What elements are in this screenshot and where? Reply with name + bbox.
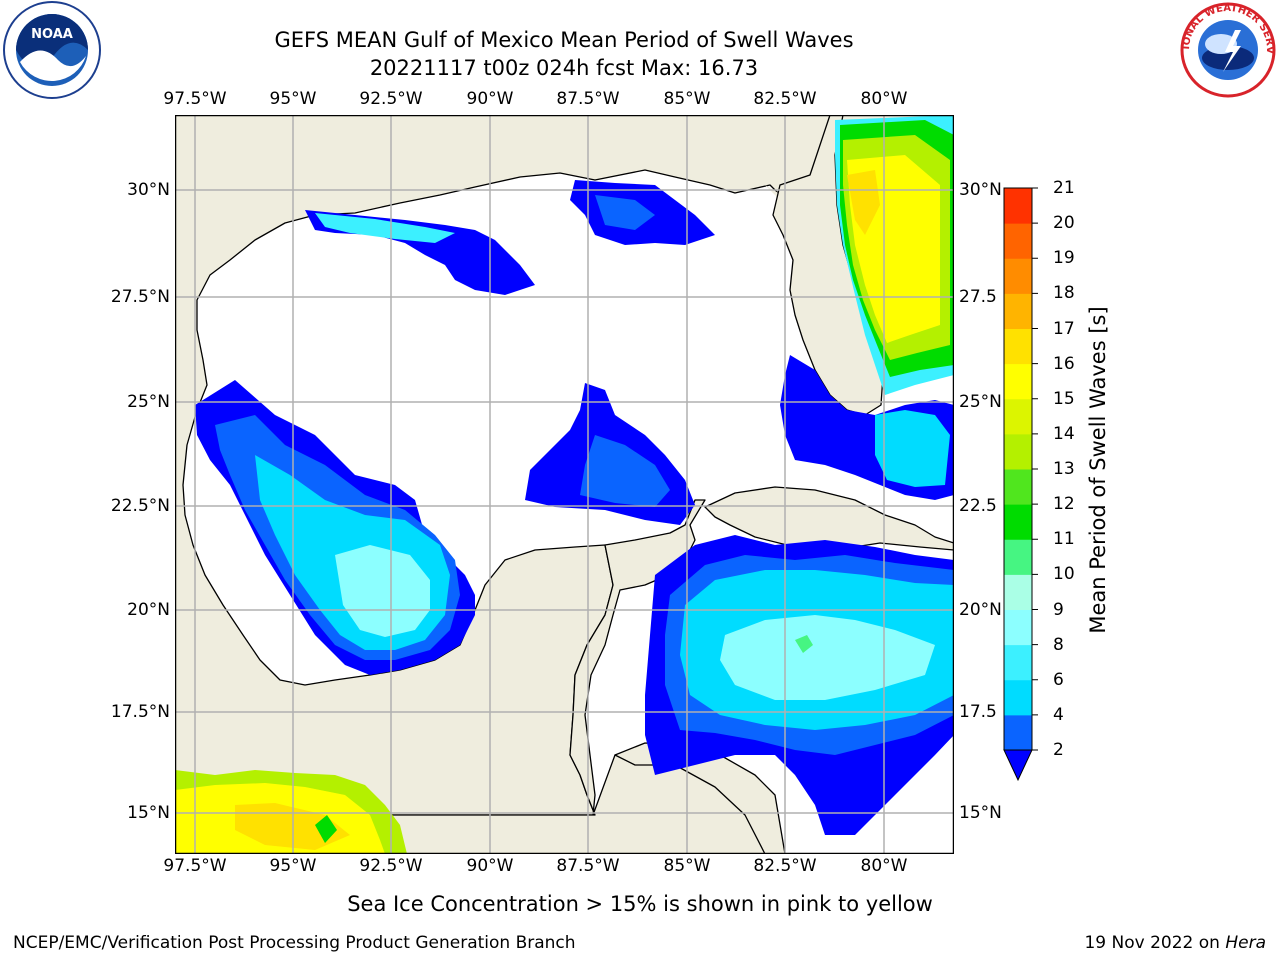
lon-tick-top: 85°W bbox=[663, 89, 711, 109]
colorbar-tick-label: 2 bbox=[1053, 740, 1064, 760]
lon-tick-bottom: 82.5°W bbox=[753, 856, 817, 876]
colorbar-tick-label: 10 bbox=[1053, 564, 1075, 585]
map-panel bbox=[175, 115, 954, 854]
colorbar-tick-label: 11 bbox=[1053, 529, 1075, 550]
colorbar-title: Mean Period of Swell Waves [s] bbox=[1086, 306, 1110, 634]
footer-date: 19 Nov 2022 on Hera bbox=[1084, 932, 1266, 954]
lon-tick-bottom: 95°W bbox=[269, 856, 317, 876]
lon-tick-top: 92.5°W bbox=[359, 89, 423, 109]
lon-tick-bottom: 85°W bbox=[663, 856, 711, 876]
lat-tick-right: 15°N bbox=[959, 803, 1002, 823]
colorbar-extend-min bbox=[1003, 749, 1033, 782]
colorbar-swatch bbox=[1004, 258, 1032, 294]
lat-tick-left: 25°N bbox=[127, 392, 170, 412]
lat-tick-right: 22.5 bbox=[959, 496, 997, 516]
lon-tick-top: 90°W bbox=[466, 89, 514, 109]
lat-tick-left: 27.5°N bbox=[110, 287, 170, 307]
graticule bbox=[175, 115, 954, 854]
lon-tick-bottom: 90°W bbox=[466, 856, 514, 876]
colorbar-swatch bbox=[1004, 679, 1032, 716]
lat-tick-right: 17.5 bbox=[959, 702, 997, 722]
footer-credit: NCEP/EMC/Verification Post Processing Pr… bbox=[13, 933, 576, 953]
swell-contour-central-inner bbox=[580, 435, 670, 507]
lat-tick-left: 30°N bbox=[127, 180, 170, 200]
colorbar-tick-label: 12 bbox=[1053, 494, 1075, 515]
colorbar-swatch bbox=[1004, 469, 1032, 505]
lon-tick-bottom: 97.5°W bbox=[163, 856, 227, 876]
swell-contour-pacific-green bbox=[315, 815, 337, 843]
lat-tick-left: 17.5°N bbox=[110, 702, 170, 722]
chart-title: GEFS MEAN Gulf of Mexico Mean Period of … bbox=[274, 28, 854, 52]
land-yucatan-central-america bbox=[175, 499, 766, 854]
colorbar-tick-label: 13 bbox=[1053, 459, 1075, 479]
lat-tick-left: 15°N bbox=[127, 803, 170, 823]
colorbar-swatch bbox=[1004, 363, 1032, 400]
colorbar-tick-label: 4 bbox=[1053, 704, 1064, 725]
lat-tick-right: 20°N bbox=[959, 600, 1002, 620]
colorbar-tick-label: 20 bbox=[1053, 213, 1075, 234]
colorbar-tick-label: 8 bbox=[1053, 634, 1064, 655]
colorbar-swatch bbox=[1004, 188, 1032, 224]
lon-tick-top: 87.5°W bbox=[556, 89, 620, 109]
colorbar-swatch bbox=[1004, 539, 1032, 575]
colorbar-tick-label: 6 bbox=[1053, 669, 1064, 690]
colorbar-tick-label: 21 bbox=[1053, 178, 1075, 198]
swell-contour-atlantic-gold bbox=[847, 170, 880, 235]
swell-contour-caribbean-9-10 bbox=[795, 635, 813, 653]
land-cuba bbox=[704, 486, 954, 551]
chart-subtitle-forecast: 20221117 t00z 024h fcst Max: 16.73 bbox=[369, 56, 759, 80]
colorbar-tick-label: 9 bbox=[1053, 599, 1064, 620]
colorbar-swatch bbox=[1004, 398, 1032, 435]
map-frame bbox=[175, 115, 954, 854]
colorbar-tick-label: 14 bbox=[1053, 423, 1075, 444]
lon-tick-top: 97.5°W bbox=[163, 89, 227, 109]
colorbar-tick-label: 17 bbox=[1053, 318, 1075, 339]
colorbar-swatch bbox=[1004, 504, 1032, 540]
footer-date-text: 19 Nov 2022 on bbox=[1084, 933, 1226, 953]
colorbar-tick-label: 15 bbox=[1053, 388, 1075, 409]
swell-contour-north-west-inner bbox=[315, 213, 455, 243]
lat-tick-left: 22.5°N bbox=[110, 496, 170, 516]
colorbar-swatch bbox=[1004, 293, 1032, 329]
footer-host: Hera bbox=[1225, 933, 1266, 953]
swell-contour-8-9 bbox=[335, 545, 430, 637]
lon-tick-bottom: 92.5°W bbox=[359, 856, 423, 876]
colorbar-swatch bbox=[1004, 223, 1032, 259]
lon-tick-bottom: 87.5°W bbox=[556, 856, 620, 876]
sea-ice-note: Sea Ice Concentration > 15% is shown in … bbox=[347, 892, 933, 916]
swell-contour-caribbean-8-9 bbox=[720, 615, 935, 700]
lat-tick-left: 20°N bbox=[127, 600, 170, 620]
lat-tick-right: 25°N bbox=[959, 392, 1002, 412]
colorbar bbox=[990, 180, 1110, 790]
colorbar-swatch bbox=[1004, 574, 1032, 610]
noaa-logo: NOAA bbox=[0, 0, 104, 104]
lat-tick-right: 30°N bbox=[959, 180, 1002, 200]
colorbar-tick-label: 18 bbox=[1053, 283, 1075, 304]
lat-tick-right: 27.5 bbox=[959, 287, 997, 307]
colorbar-tick-label: 19 bbox=[1053, 248, 1075, 269]
lon-tick-top: 95°W bbox=[269, 89, 317, 109]
swell-contour-straits-inner bbox=[875, 410, 950, 487]
colorbar-tick-label: 16 bbox=[1053, 353, 1075, 374]
colorbar-swatch bbox=[1004, 714, 1032, 751]
nws-logo: NATIONAL WEATHER SERVICE bbox=[1173, 0, 1280, 100]
colorbar-swatch bbox=[1004, 644, 1032, 681]
lon-tick-top: 82.5°W bbox=[753, 89, 817, 109]
colorbar-swatch bbox=[1004, 609, 1032, 646]
swell-contour-north-center-inner bbox=[595, 195, 655, 230]
colorbar-swatch bbox=[1004, 328, 1032, 365]
lon-tick-top: 80°W bbox=[860, 89, 908, 109]
colorbar-swatch bbox=[1004, 433, 1032, 470]
noaa-logo-text: NOAA bbox=[31, 27, 73, 42]
lon-tick-bottom: 80°W bbox=[860, 856, 908, 876]
